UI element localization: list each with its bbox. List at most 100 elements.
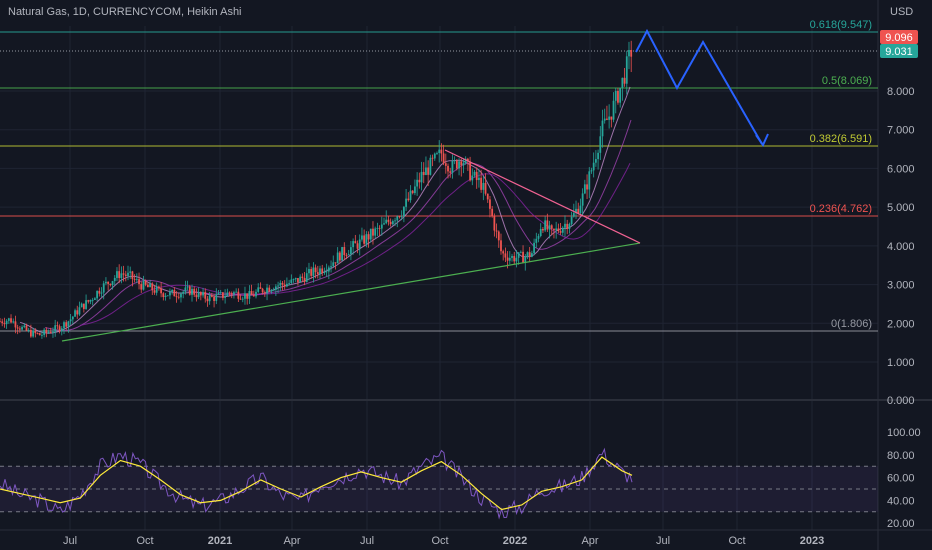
candle-body [334, 262, 337, 264]
candle-body [515, 257, 518, 262]
candle-body [444, 163, 447, 166]
candle-body [617, 90, 619, 103]
chart-title: Natural Gas, 1D, CURRENCYCOM, Heikin Ash… [8, 6, 242, 18]
candle-body [350, 247, 352, 255]
candle-body [312, 267, 315, 276]
candle-body [180, 293, 182, 298]
fib-label: 0(1.806) [831, 318, 872, 330]
candle-body [131, 271, 134, 280]
candle-body [85, 300, 87, 309]
candle-body [394, 220, 396, 222]
candle-body [316, 272, 319, 275]
candle-body [447, 165, 449, 172]
candle-body [623, 77, 626, 84]
price-tick-label: 3.000 [887, 280, 915, 292]
candle-body [7, 318, 10, 321]
candle-body [107, 281, 110, 284]
candle-body [493, 216, 496, 231]
candle-body [49, 332, 52, 333]
candle-body [270, 290, 273, 292]
candle-body [250, 291, 253, 296]
candles [0, 40, 633, 339]
candle-body [347, 254, 350, 256]
candle-body [261, 288, 264, 293]
candle-body [299, 276, 302, 283]
time-tick-label: 2023 [800, 535, 824, 547]
candle-body [255, 291, 257, 297]
time-tick-label: Oct [136, 535, 153, 547]
candle-body [182, 291, 185, 294]
candle-body [213, 296, 215, 301]
candle-body [464, 158, 467, 164]
candle-body [323, 271, 326, 273]
candle-body [500, 240, 502, 252]
candle-body [82, 303, 85, 309]
candle-body [21, 326, 23, 330]
moving-average-line [80, 162, 631, 326]
candle-body [151, 283, 154, 291]
candle-body [199, 292, 202, 296]
candle-body [405, 198, 407, 207]
candle-body [204, 292, 207, 299]
candle-body [539, 228, 542, 237]
candle-body [407, 198, 410, 201]
projection-path [635, 28, 763, 145]
candle-body [160, 288, 163, 294]
candle-body [283, 284, 286, 287]
price-tick-label: 6.000 [887, 163, 915, 175]
time-tick-label: Apr [283, 535, 300, 547]
candle-body [248, 291, 251, 299]
candle-body [338, 252, 341, 261]
candle-body [453, 160, 456, 162]
candle-body [308, 269, 310, 274]
candle-body [369, 228, 372, 240]
time-tick-label: Apr [581, 535, 598, 547]
candle-body [87, 300, 90, 302]
candle-body [522, 251, 524, 263]
candle-body [268, 287, 271, 292]
candle-body [506, 257, 509, 261]
candle-body [427, 167, 430, 175]
candle-body [327, 267, 330, 272]
price-tick-label: 8.000 [887, 86, 915, 98]
candle-body [244, 293, 246, 299]
candle-body [378, 227, 381, 229]
candle-body [431, 157, 434, 159]
candle-body [418, 179, 421, 183]
candle-body [473, 171, 476, 176]
candle-body [305, 273, 308, 282]
candle-body [409, 190, 412, 201]
candle-body [230, 293, 233, 295]
candle-body [550, 225, 553, 229]
candle-body [449, 171, 452, 173]
fib-label: 0.382(6.591) [810, 133, 872, 145]
candle-body [246, 293, 249, 299]
candle-body [442, 153, 445, 164]
candle-body [206, 298, 209, 302]
candle-body [502, 251, 505, 254]
candle-body [528, 252, 531, 257]
candle-body [69, 319, 72, 322]
candle-body [89, 299, 92, 302]
candle-body [553, 228, 555, 231]
candle-body [29, 329, 32, 337]
candle-body [511, 256, 513, 258]
candle-body [566, 223, 569, 229]
candle-body [310, 269, 313, 276]
candle-body [195, 294, 198, 298]
candle-body [241, 298, 244, 300]
price-badge [880, 44, 918, 58]
candle-body [603, 118, 606, 121]
candle-body [489, 199, 491, 209]
candle-body [420, 171, 423, 183]
candle-body [455, 160, 458, 169]
candle-body [372, 228, 374, 236]
candle-body [361, 235, 363, 240]
candle-body [608, 116, 611, 120]
price-badge [880, 30, 918, 44]
candle-body [226, 292, 229, 297]
candle-body [94, 298, 96, 300]
candle-body [572, 212, 575, 217]
candle-body [625, 56, 628, 84]
